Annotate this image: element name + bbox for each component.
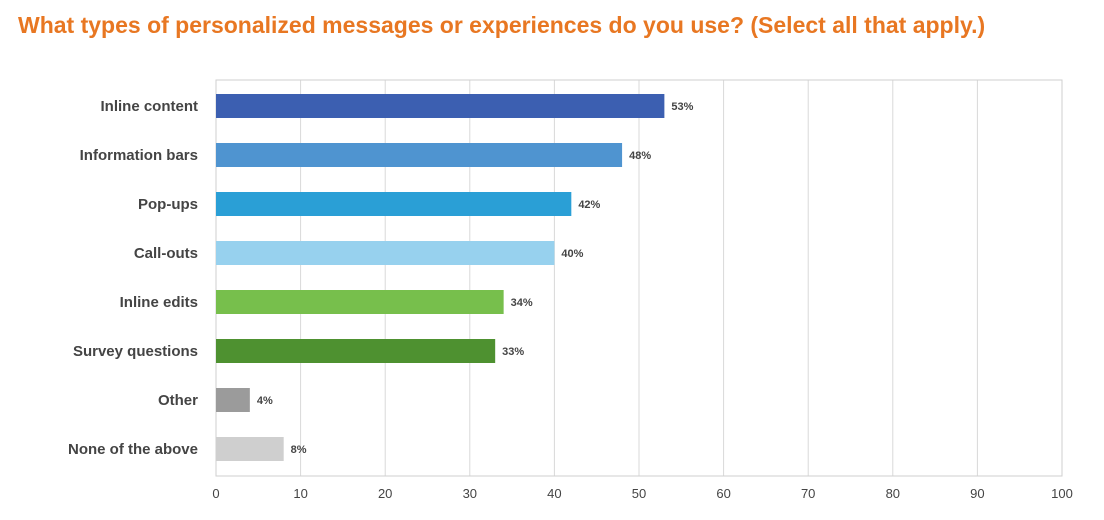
x-tick-label: 60: [716, 486, 730, 501]
data-label: 42%: [578, 199, 600, 211]
data-label: 48%: [629, 150, 651, 162]
bar-pop-ups: [216, 192, 572, 216]
category-label: Call-outs: [134, 245, 198, 262]
category-label: Information bars: [80, 147, 198, 164]
data-label: 33%: [502, 346, 524, 358]
chart-title: What types of personalized messages or e…: [18, 12, 986, 38]
plot-frame: [215, 79, 1063, 477]
bar-survey-questions: [216, 339, 496, 363]
x-tick-label: 100: [1051, 486, 1073, 501]
data-label: 4%: [257, 395, 273, 407]
bar-inline-edits: [216, 290, 504, 314]
x-tick-label: 70: [801, 486, 815, 501]
data-label: 8%: [291, 444, 307, 456]
labels-layer: Inline content 53% Information bars 48% Pop-…: [68, 98, 694, 458]
bar-other: [216, 388, 250, 412]
data-label: 40%: [561, 248, 583, 260]
category-label: Inline edits: [120, 294, 198, 311]
category-label: Pop-ups: [138, 196, 198, 213]
category-label: None of the above: [68, 441, 198, 458]
x-tick-label: 50: [632, 486, 646, 501]
x-tick-label: 30: [463, 486, 477, 501]
grid-layer: [215, 80, 1063, 476]
x-tick-label: 20: [378, 486, 392, 501]
data-label: 53%: [671, 101, 693, 113]
x-axis-ticks: 0 10 20 30 40 50 60 70 80 90 100: [212, 486, 1072, 501]
x-tick-label: 80: [886, 486, 900, 501]
x-tick-label: 90: [970, 486, 984, 501]
category-label: Survey questions: [73, 343, 198, 360]
bar-call-outs: [216, 241, 555, 265]
bar-inline-content: [216, 94, 665, 118]
bar-information-bars: [216, 143, 623, 167]
bar-none-of-the-above: [216, 437, 284, 461]
x-tick-label: 10: [293, 486, 307, 501]
x-tick-label: 0: [212, 486, 219, 501]
bars-layer: [216, 94, 665, 461]
category-label: Inline content: [101, 98, 199, 115]
category-label: Other: [158, 392, 198, 409]
x-tick-label: 40: [547, 486, 561, 501]
data-label: 34%: [511, 297, 533, 309]
